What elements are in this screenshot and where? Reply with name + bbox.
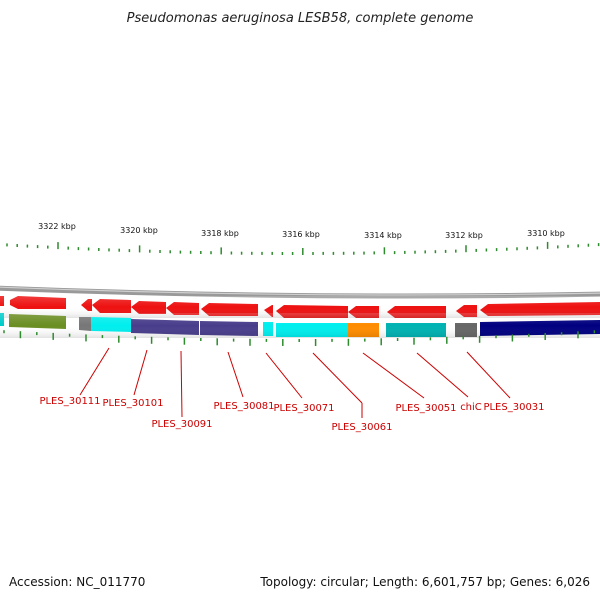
cog-feature[interactable] (91, 317, 131, 332)
gene-arrow[interactable] (264, 305, 273, 317)
gene-label-ples-30061[interactable]: PLES_30061 (331, 422, 392, 433)
kbp-label-3318: 3318 kbp (201, 229, 239, 238)
cog-feature[interactable] (131, 319, 166, 334)
cog-feature[interactable] (79, 317, 91, 331)
kbp-label-3316: 3316 kbp (282, 230, 320, 239)
accession-text: Accession: NC_011770 (9, 575, 145, 589)
gene-arrow[interactable] (0, 296, 4, 306)
gene-label-ples-30071[interactable]: PLES_30071 (273, 403, 334, 414)
gene-arrow[interactable] (92, 299, 131, 313)
label-leader-lines (79, 347, 511, 418)
gene-arrow[interactable] (387, 306, 446, 318)
cog-feature[interactable] (480, 320, 600, 336)
cog-feature[interactable] (166, 320, 199, 335)
gene-arrow[interactable] (10, 296, 66, 309)
gene-label-ples-30111[interactable]: PLES_30111 (39, 396, 100, 407)
cog-feature[interactable] (9, 314, 66, 329)
inner-tick-track (3, 330, 596, 346)
cog-feature[interactable] (348, 323, 379, 337)
kbp-label-3310: 3310 kbp (527, 229, 565, 238)
gene-label-ples-30031[interactable]: PLES_30031 (483, 402, 544, 413)
genome-summary-text: Topology: circular; Length: 6,601,757 bp… (259, 575, 590, 589)
cog-feature[interactable] (263, 322, 273, 336)
outer-tick-track (6, 241, 600, 255)
map-title: Pseudomonas aeruginosa LESB58, complete … (127, 11, 474, 26)
gene-arrow[interactable] (456, 305, 477, 317)
gene-arrow[interactable] (348, 306, 379, 318)
gene-strand-red (0, 296, 600, 318)
cog-feature[interactable] (200, 321, 258, 336)
kbp-label-3322: 3322 kbp (38, 222, 76, 231)
gene-arrow[interactable] (201, 303, 258, 316)
gene-arrow[interactable] (81, 299, 92, 311)
kbp-label-3320: 3320 kbp (120, 226, 158, 235)
gene-label-chic[interactable]: chiC (460, 402, 482, 413)
kbp-label-3312: 3312 kbp (445, 231, 483, 240)
kbp-label-3314: 3314 kbp (364, 231, 402, 240)
gene-arrow[interactable] (480, 302, 600, 316)
gene-label-ples-30091[interactable]: PLES_30091 (151, 419, 212, 430)
cog-feature[interactable] (0, 313, 4, 326)
gene-arrow[interactable] (131, 301, 166, 314)
gene-label-ples-30081[interactable]: PLES_30081 (213, 401, 274, 412)
genome-backbone (0, 285, 600, 299)
gene-label-ples-30051[interactable]: PLES_30051 (395, 403, 456, 414)
gene-label-ples-30101[interactable]: PLES_30101 (102, 398, 163, 409)
gene-arrow[interactable] (276, 305, 348, 318)
gene-arrow[interactable] (166, 302, 199, 315)
cog-feature[interactable] (276, 323, 348, 337)
cog-feature[interactable] (386, 323, 446, 337)
cog-feature[interactable] (455, 323, 477, 337)
